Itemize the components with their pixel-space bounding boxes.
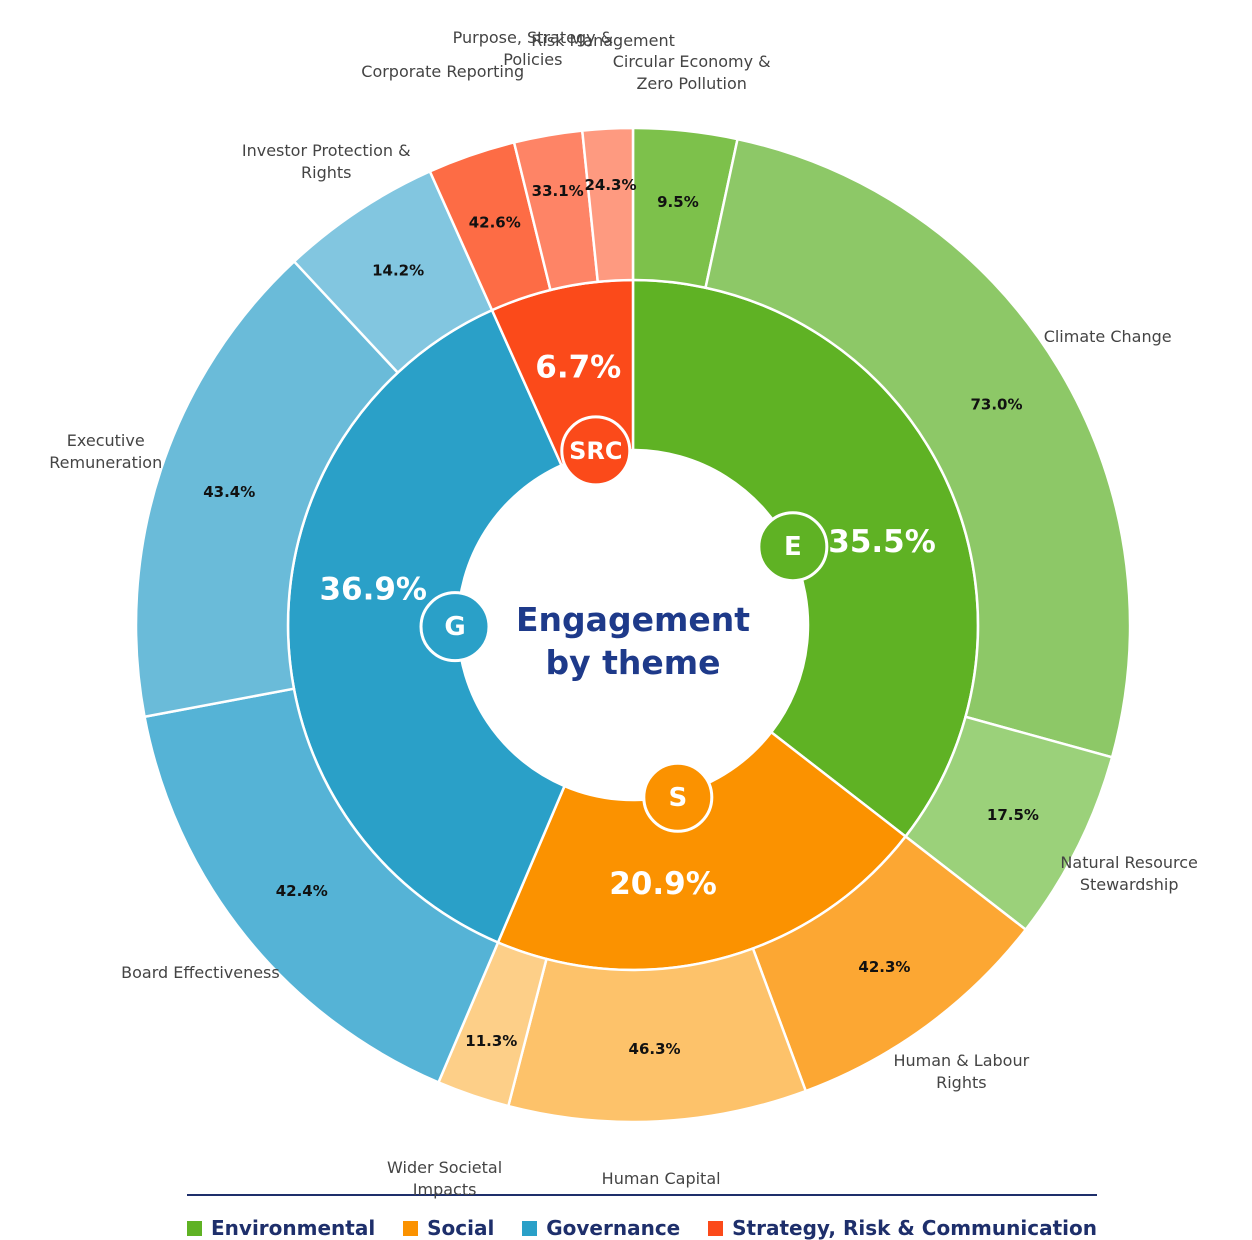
legend-rule (187, 1194, 1097, 1196)
legend-label: Governance (546, 1216, 681, 1240)
legend-swatch (187, 1220, 202, 1236)
group-badge-label: S (668, 783, 687, 813)
segment-name-label: Investor Protection & Rights (241, 141, 411, 183)
outer-segment (704, 137, 1132, 759)
legend-item: Social (403, 1216, 494, 1240)
legend-label: Social (427, 1216, 495, 1240)
segment-name-label: Corporate Reporting (361, 61, 525, 81)
segment-name-label: Wider Societal Impacts (387, 1157, 503, 1199)
segment-value-label: 42.3% (858, 958, 910, 976)
segment-value-label: 9.5% (657, 193, 699, 211)
segment-name-label: Risk Management (531, 30, 675, 50)
segment-name-label: Circular Economy & Zero Pollution (612, 52, 771, 94)
legend-swatch (522, 1220, 538, 1236)
chart-title: Engagement by theme (516, 600, 750, 682)
group-value-label: 20.9% (609, 866, 717, 902)
legend: Environmental Social Governance Strategy, R… (187, 1216, 1097, 1240)
legend-label: Environmental (211, 1216, 376, 1240)
group-badge-label: G (444, 612, 465, 642)
legend-label: Strategy, Risk & Communication (732, 1216, 1097, 1240)
segment-value-label: 11.3% (465, 1032, 517, 1050)
legend-item: Governance (522, 1216, 680, 1240)
group-value-label: 6.7% (535, 349, 621, 385)
segment-value-label: 17.5% (987, 806, 1039, 824)
segment-name-label: Natural Resource Stewardship (1060, 852, 1198, 894)
segment-value-label: 43.4% (203, 483, 255, 501)
segment-value-label: 73.0% (970, 395, 1022, 413)
segment-name-label: Executive Remuneration (49, 430, 163, 472)
outer-segment (143, 687, 500, 1085)
segment-value-label: 42.6% (469, 214, 521, 232)
legend-item: Strategy, Risk & Communication (708, 1216, 1097, 1240)
segment-name-label: Purpose, Strategy & Policies (452, 27, 614, 69)
group-badge-label: E (784, 532, 802, 562)
group-badge (560, 415, 632, 487)
group-badge-label: SRC (569, 437, 622, 465)
legend-swatch (403, 1220, 419, 1236)
outer-segment (506, 946, 808, 1124)
group-badge (419, 591, 491, 663)
segment-value-label: 14.2% (372, 261, 424, 279)
group-badge (642, 761, 714, 833)
group-value-label: 36.9% (319, 571, 427, 607)
segment-name-label: Human & Labour Rights (893, 1051, 1030, 1093)
segment-value-label: 42.4% (276, 882, 328, 900)
group-badge (757, 511, 829, 583)
segment-name-label: Climate Change (1043, 327, 1172, 347)
segment-value-label: 46.3% (629, 1040, 681, 1058)
segment-name-label: Board Effectiveness (121, 962, 280, 982)
segment-value-label: 24.3% (584, 176, 636, 194)
legend-item: Environmental (187, 1216, 375, 1240)
legend-swatch (708, 1220, 724, 1236)
segment-name-label: Human Capital (601, 1169, 721, 1189)
outer-segment (580, 126, 635, 284)
segment-value-label: 33.1% (532, 182, 584, 200)
group-value-label: 35.5% (828, 524, 936, 560)
